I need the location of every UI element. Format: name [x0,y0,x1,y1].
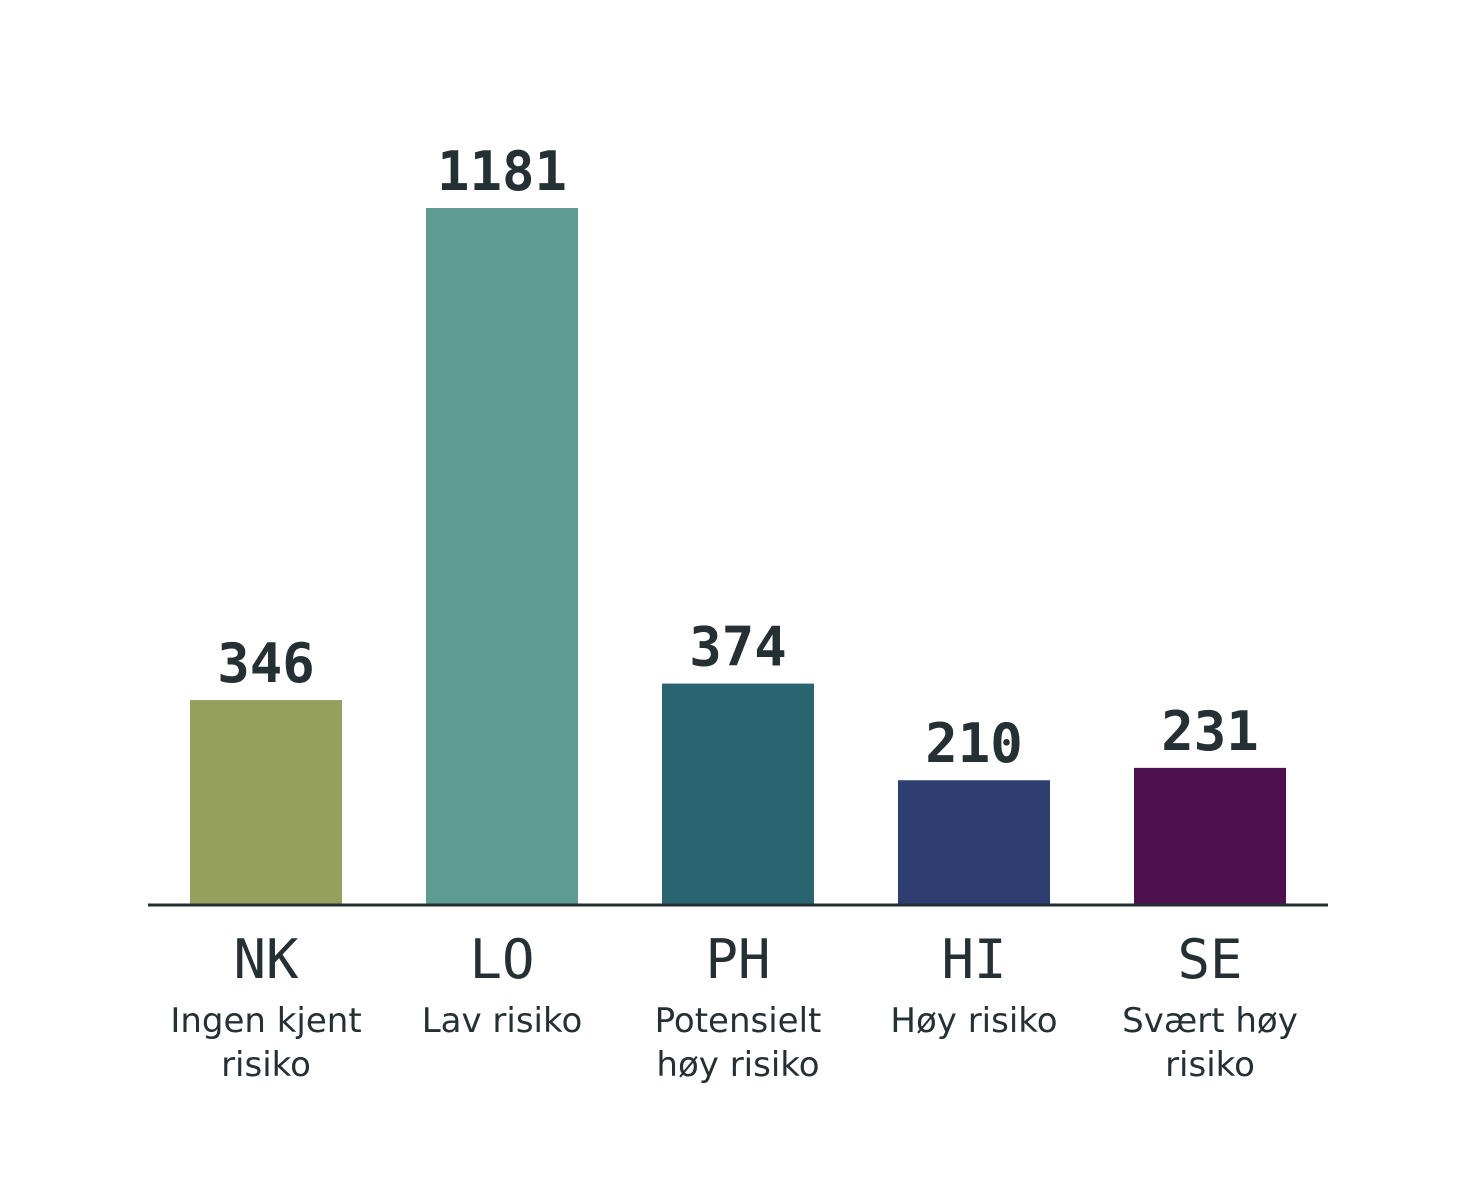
bar [662,683,814,904]
category-description: høy risiko [656,1045,819,1085]
value-label: 374 [689,616,787,679]
category-description: Lav risiko [422,1001,583,1041]
category-code: LO [469,928,534,991]
category-code: HI [941,928,1006,991]
value-label: 346 [217,632,315,695]
bar [898,780,1050,904]
category-description: risiko [221,1045,311,1085]
bar [190,700,342,904]
category-code: SE [1177,928,1242,991]
value-label: 210 [925,712,1023,775]
category-code: NK [233,928,299,991]
category-description: risiko [1165,1045,1255,1085]
category-description: Ingen kjent [170,1001,361,1041]
category-description: Svært høy [1122,1001,1298,1041]
category-code: PH [705,928,770,991]
bar [1134,767,1286,904]
value-label: 231 [1161,700,1259,763]
category-description: Høy risiko [890,1001,1057,1041]
value-label: 1181 [437,140,567,203]
bar [426,208,578,904]
category-description: Potensielt [655,1001,822,1041]
